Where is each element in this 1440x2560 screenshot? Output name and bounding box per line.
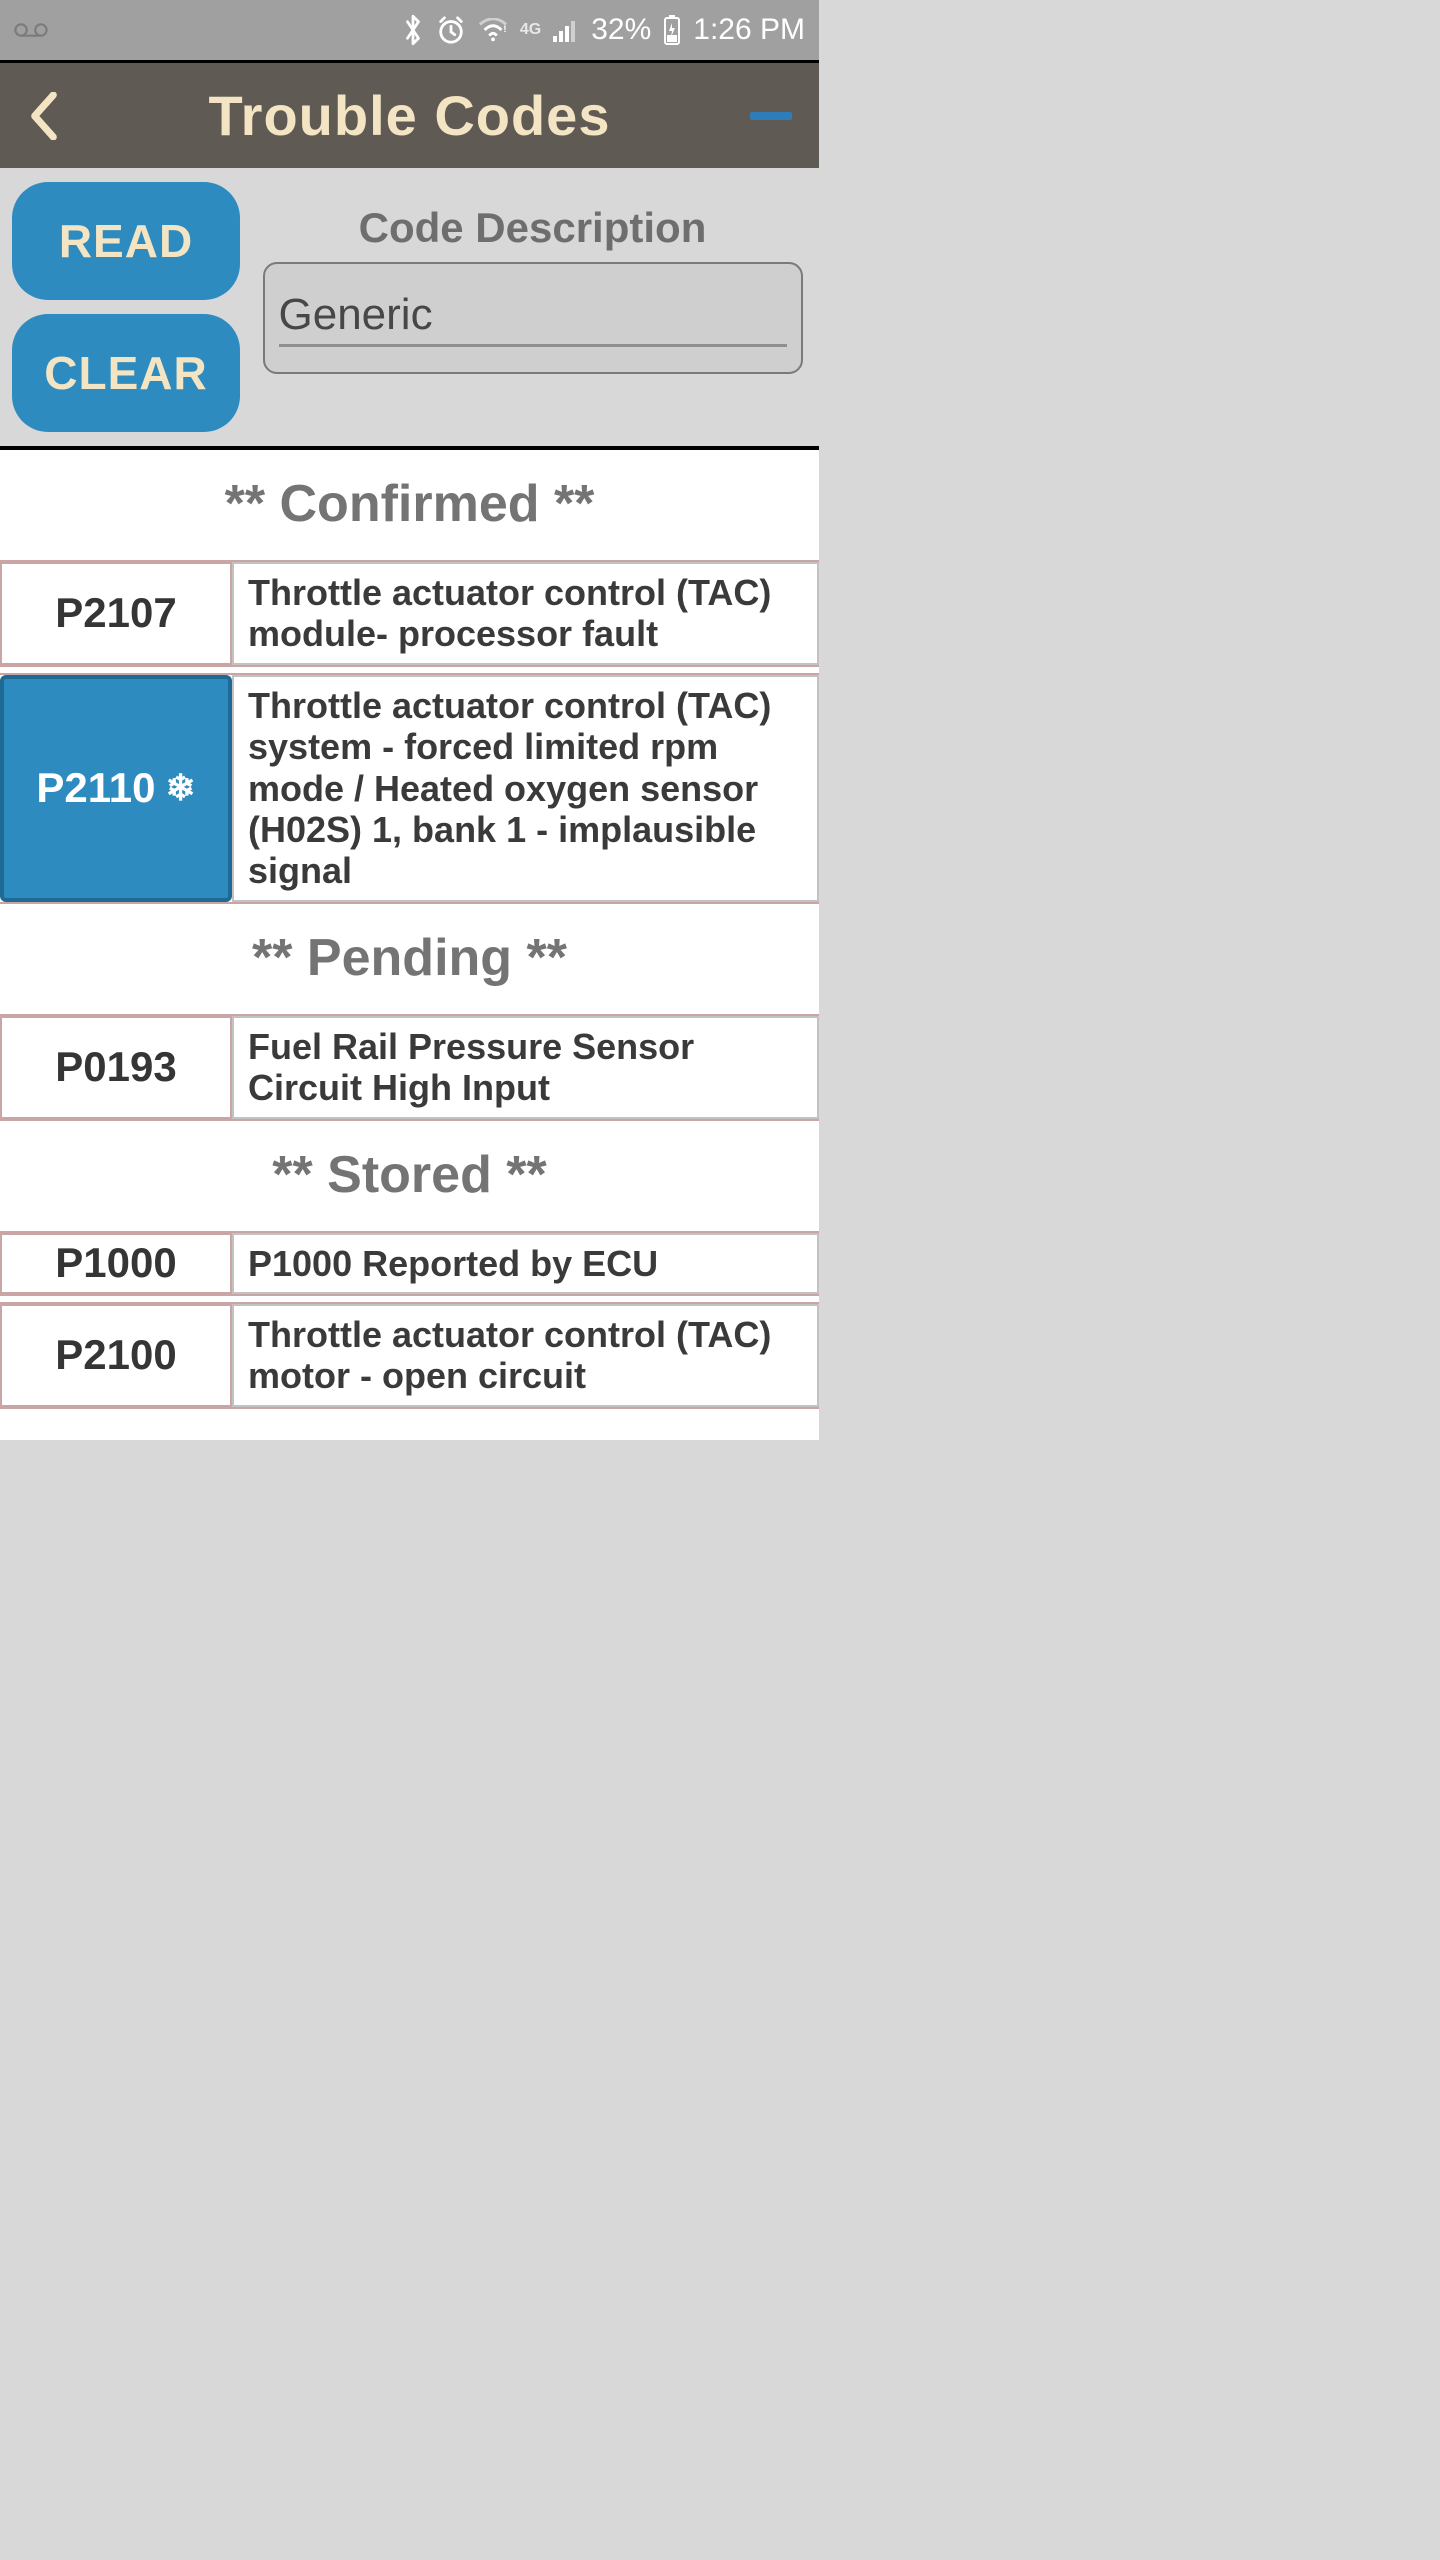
page-title: Trouble Codes xyxy=(209,83,611,148)
code-cell[interactable]: P2107 xyxy=(0,562,232,665)
table-row[interactable]: P1000 P1000 Reported by ECU xyxy=(0,1231,819,1296)
code-cell[interactable]: P2100 xyxy=(0,1304,232,1407)
wifi-icon: ! xyxy=(478,18,508,42)
app-header: Trouble Codes xyxy=(0,60,819,168)
code-cell[interactable]: P0193 xyxy=(0,1016,232,1119)
freeze-frame-icon: ❄ xyxy=(165,767,195,809)
voicemail-icon xyxy=(14,20,48,40)
status-bar: ! 4G 32% 1:26 PM xyxy=(0,0,819,60)
network-type-icon: 4G xyxy=(520,21,541,39)
table-row[interactable]: P2110 ❄ Throttle actuator control (TAC) … xyxy=(0,673,819,904)
bluetooth-icon xyxy=(402,13,424,47)
read-button[interactable]: READ xyxy=(12,182,240,300)
code-cell[interactable]: P1000 xyxy=(0,1233,232,1294)
section-pending-title: ** Pending ** xyxy=(0,904,819,1014)
status-time: 1:26 PM xyxy=(693,13,805,47)
description-column: Code Description Generic xyxy=(258,182,807,432)
code-description: Throttle actuator control (TAC) module- … xyxy=(232,562,819,665)
clear-button[interactable]: CLEAR xyxy=(12,314,240,432)
code-value: P0193 xyxy=(55,1043,176,1091)
code-description: P1000 Reported by ECU xyxy=(232,1233,819,1294)
minimize-button[interactable] xyxy=(747,106,795,126)
button-stack: READ CLEAR xyxy=(12,182,240,432)
code-value: P2107 xyxy=(55,589,176,637)
status-right: ! 4G 32% 1:26 PM xyxy=(402,13,805,47)
section-stored-title: ** Stored ** xyxy=(0,1121,819,1231)
battery-icon xyxy=(663,15,681,45)
svg-text:!: ! xyxy=(503,24,506,34)
signal-icon xyxy=(553,18,579,42)
section-confirmed-title: ** Confirmed ** xyxy=(0,450,819,560)
description-value: Generic xyxy=(279,290,787,347)
status-left xyxy=(14,20,48,40)
alarm-icon xyxy=(436,15,466,45)
back-button[interactable] xyxy=(24,86,64,146)
table-row[interactable]: P0193 Fuel Rail Pressure Sensor Circuit … xyxy=(0,1014,819,1121)
table-row[interactable]: P2107 Throttle actuator control (TAC) mo… xyxy=(0,560,819,667)
controls-panel: READ CLEAR Code Description Generic xyxy=(0,168,819,446)
battery-percent: 32% xyxy=(591,13,651,47)
description-label: Code Description xyxy=(359,204,707,252)
code-value: P2100 xyxy=(55,1331,176,1379)
code-description: Throttle actuator control (TAC) motor - … xyxy=(232,1304,819,1407)
code-cell-selected[interactable]: P2110 ❄ xyxy=(0,675,232,902)
table-row[interactable]: P2100 Throttle actuator control (TAC) mo… xyxy=(0,1302,819,1409)
code-description: Fuel Rail Pressure Sensor Circuit High I… xyxy=(232,1016,819,1119)
code-value: P2110 xyxy=(36,764,155,812)
code-value: P1000 xyxy=(55,1239,176,1287)
codes-panel: ** Confirmed ** P2107 Throttle actuator … xyxy=(0,446,819,1440)
code-description: Throttle actuator control (TAC) system -… xyxy=(232,675,819,902)
description-dropdown[interactable]: Generic xyxy=(263,262,803,374)
